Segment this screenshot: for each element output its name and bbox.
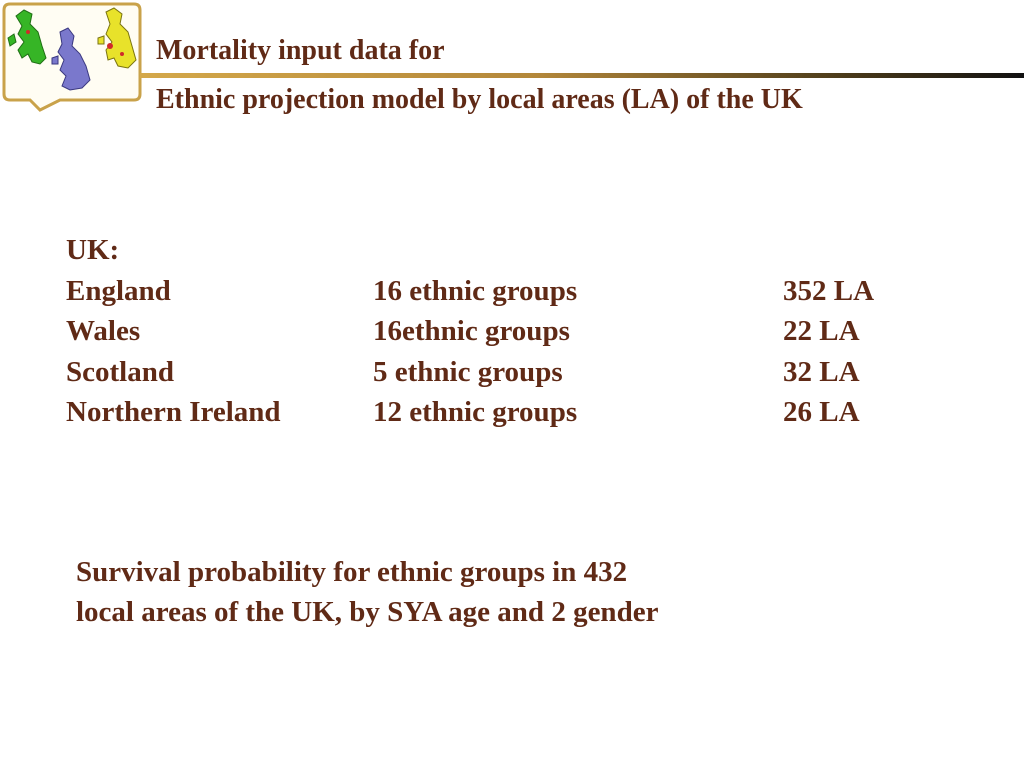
country-name: Scotland bbox=[66, 356, 174, 388]
table-row-northern-ireland: Northern Ireland 12 ethnic groups 26 LA bbox=[0, 398, 1024, 434]
uk-maps-logo bbox=[2, 2, 142, 112]
local-areas-count: 26 LA bbox=[783, 396, 860, 428]
ethnic-groups-count: 16ethnic groups bbox=[373, 315, 570, 347]
summary-line1: Survival probability for ethnic groups i… bbox=[76, 556, 628, 588]
ethnic-groups-count: 16 ethnic groups bbox=[373, 275, 578, 307]
green-map-icon bbox=[7, 9, 47, 65]
blue-map-icon bbox=[51, 27, 91, 91]
local-areas-count: 32 LA bbox=[783, 356, 860, 388]
country-name: England bbox=[66, 275, 171, 307]
local-areas-count: 352 LA bbox=[783, 275, 875, 307]
page-title-line1: Mortality input data for bbox=[156, 35, 445, 66]
table-row-scotland: Scotland 5 ethnic groups 32 LA bbox=[0, 358, 1024, 394]
ethnic-groups-count: 12 ethnic groups bbox=[373, 396, 578, 428]
yellow-map-icon bbox=[97, 7, 137, 69]
table-row-wales: Wales 16ethnic groups 22 LA bbox=[0, 317, 1024, 353]
title-underline bbox=[140, 73, 1024, 78]
country-name: Wales bbox=[66, 315, 141, 347]
country-name: Northern Ireland bbox=[66, 396, 281, 428]
summary-line2: local areas of the UK, by SYA age and 2 … bbox=[76, 596, 659, 628]
uk-heading: UK: bbox=[66, 234, 120, 266]
local-areas-count: 22 LA bbox=[783, 315, 860, 347]
table-row-england: England 16 ethnic groups 352 LA bbox=[0, 277, 1024, 313]
uk-maps-icon bbox=[2, 2, 142, 112]
page-title-line2: Ethnic projection model by local areas (… bbox=[156, 84, 803, 115]
ethnic-groups-count: 5 ethnic groups bbox=[373, 356, 563, 388]
